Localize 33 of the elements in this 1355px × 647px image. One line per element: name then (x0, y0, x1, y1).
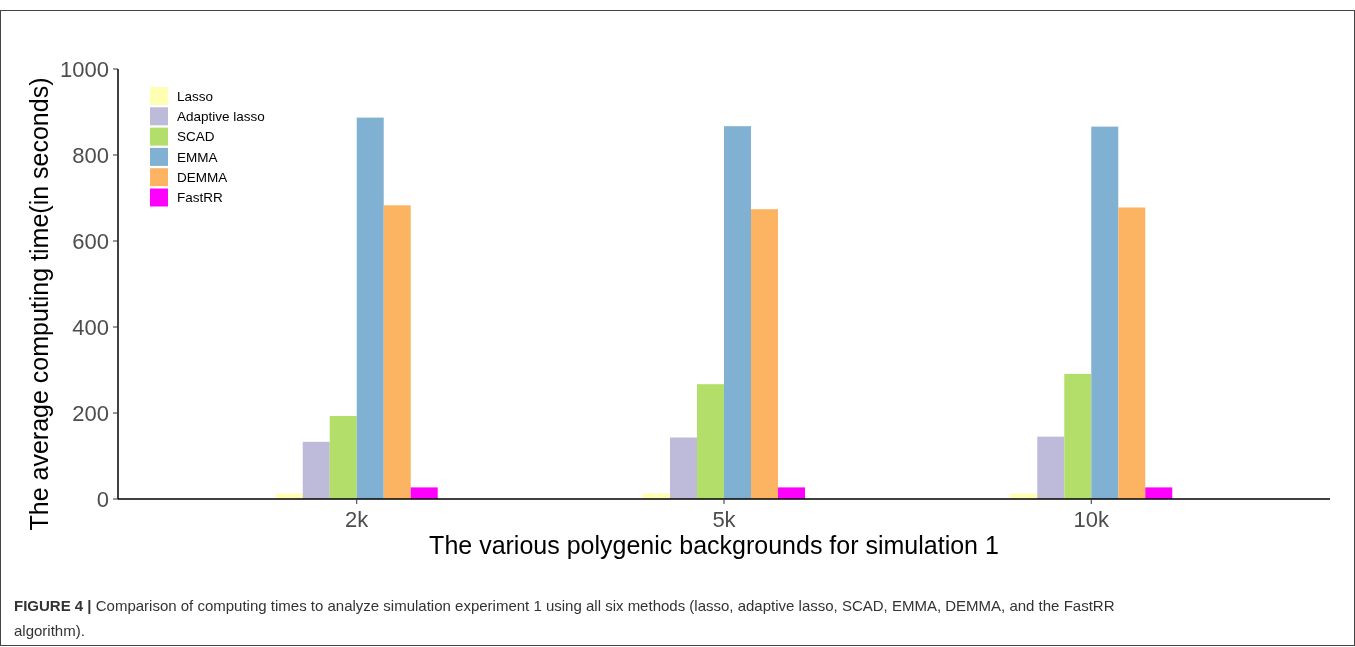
bar (1118, 207, 1146, 499)
bar (1037, 436, 1065, 499)
bar (356, 117, 384, 499)
bar (670, 437, 697, 499)
bar (302, 441, 330, 499)
y-axis-title: The average computing time(in seconds) (25, 77, 53, 531)
legend-label: EMMA (177, 149, 218, 165)
bar (778, 487, 805, 499)
legend-label: DEMMA (177, 169, 228, 185)
bar (724, 126, 751, 499)
y-tick-label: 0 (96, 486, 109, 512)
y-tick-label: 200 (72, 400, 109, 426)
bar (1145, 487, 1173, 499)
x-tick-label: 10k (1073, 507, 1110, 532)
bar (697, 384, 724, 499)
bar (329, 416, 357, 499)
legend-label: SCAD (177, 129, 215, 145)
x-tick-label: 2k (345, 507, 370, 532)
y-tick-label: 1000 (60, 56, 109, 82)
x-tick-label: 5k (712, 507, 737, 532)
legend-label: FastRR (177, 190, 223, 206)
bar (383, 205, 411, 499)
legend-label: Adaptive lasso (177, 109, 265, 125)
y-tick-label: 600 (72, 228, 109, 254)
bar (1064, 373, 1092, 499)
y-tick-label: 800 (72, 142, 109, 168)
legend-label: Lasso (177, 88, 214, 104)
bar (410, 487, 438, 499)
y-tick-label: 400 (72, 314, 109, 340)
bar (751, 209, 778, 499)
x-axis-title: The various polygenic backgrounds for simulation 1 (429, 531, 999, 559)
bar (1091, 126, 1119, 499)
caption: FIGURE 4 | Comparison of computing times to analyze simulation experiment 1 using all six methods (lasso, adaptive lasso, SCAD, EMMA, DEMMA, and the FastRR algorithm). (14, 597, 1115, 639)
